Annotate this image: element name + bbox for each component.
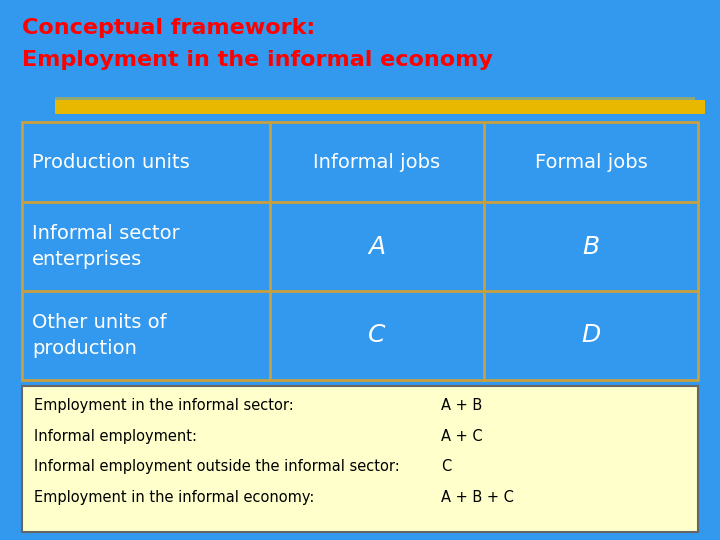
Text: Conceptual framework:: Conceptual framework: xyxy=(22,18,315,38)
Bar xyxy=(22,386,698,532)
Text: C: C xyxy=(368,323,386,348)
Text: Employment in the informal economy: Employment in the informal economy xyxy=(22,50,493,70)
Text: C: C xyxy=(441,459,451,474)
Text: Other units of
production: Other units of production xyxy=(32,313,166,358)
Text: Employment in the informal sector:: Employment in the informal sector: xyxy=(34,399,294,413)
Text: A: A xyxy=(369,234,386,259)
Text: Production units: Production units xyxy=(32,152,190,172)
Text: Informal sector
enterprises: Informal sector enterprises xyxy=(32,224,180,269)
Bar xyxy=(22,122,698,380)
Text: Formal jobs: Formal jobs xyxy=(535,152,647,172)
Text: D: D xyxy=(581,323,600,348)
Bar xyxy=(55,100,705,114)
Text: Informal jobs: Informal jobs xyxy=(313,152,441,172)
Text: B: B xyxy=(582,234,600,259)
Bar xyxy=(55,97,695,101)
Text: Employment in the informal economy:: Employment in the informal economy: xyxy=(34,490,315,504)
Text: Informal employment:: Informal employment: xyxy=(34,429,197,444)
Text: A + C: A + C xyxy=(441,429,482,444)
Text: Informal employment outside the informal sector:: Informal employment outside the informal… xyxy=(34,459,400,474)
Text: A + B + C: A + B + C xyxy=(441,490,514,504)
Text: A + B: A + B xyxy=(441,399,482,413)
